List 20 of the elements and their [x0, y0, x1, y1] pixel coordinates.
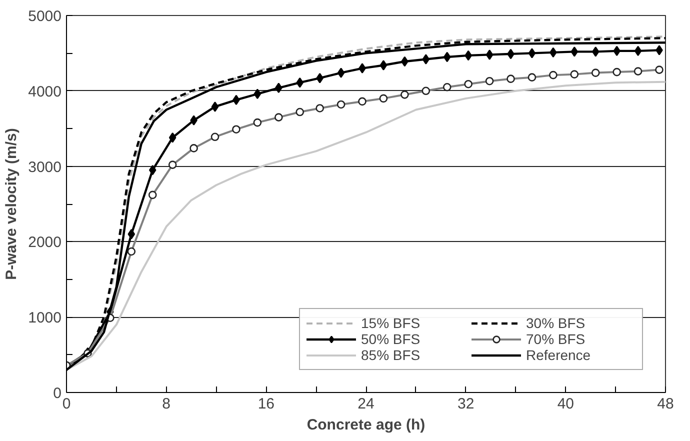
x-tick-label: 8 — [162, 396, 171, 412]
x-axis-title: Concrete age (h) — [306, 416, 426, 434]
legend-label: Reference — [526, 347, 592, 363]
y-tick-label: 3000 — [28, 158, 62, 176]
x-tick-label: 16 — [258, 396, 275, 412]
x-tick-label: 40 — [557, 396, 574, 412]
y-tick-label: 1000 — [28, 310, 62, 327]
x-tick-label: 32 — [457, 396, 474, 412]
x-tick-label: 24 — [358, 396, 374, 412]
y-tick-label: 4000 — [28, 83, 62, 100]
y-tick-label: 2000 — [28, 234, 62, 252]
legend-label: 70% BFS — [526, 331, 586, 347]
legend-label: 85% BFS — [361, 347, 422, 363]
x-tick-label: 48 — [657, 396, 674, 412]
legend-label: 50% BFS — [361, 331, 422, 347]
y-tick-label: 5000 — [28, 8, 62, 25]
legend-label: 15% BFS — [361, 315, 422, 331]
y-axis-title: P-wave velocity (m/s) — [3, 128, 20, 280]
y-tick-label: 0 — [53, 385, 62, 402]
legend-label: 30% BFS — [526, 315, 586, 331]
